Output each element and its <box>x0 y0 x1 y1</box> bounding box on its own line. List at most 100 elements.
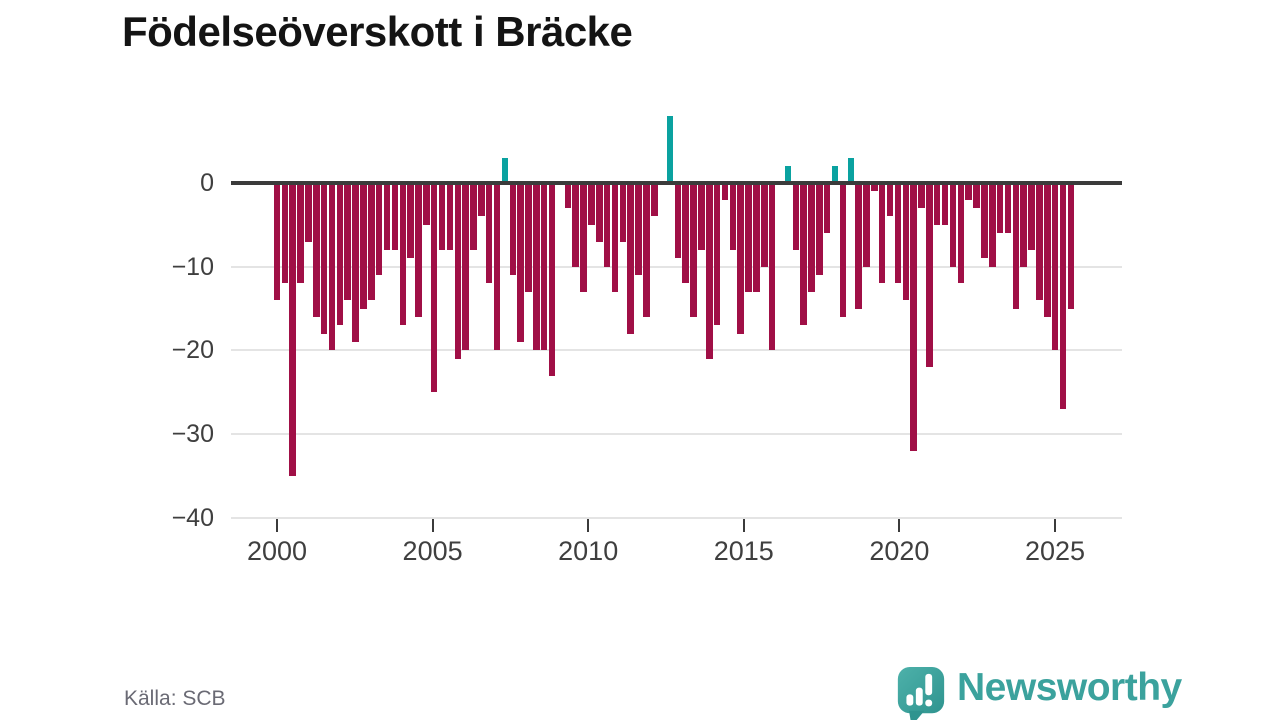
bar-2017q1 <box>808 183 815 292</box>
bar-2015q2 <box>753 183 760 292</box>
bar-2012q1 <box>651 183 658 217</box>
x-axis-tick-label: 2005 <box>402 536 463 566</box>
bar-2019q4 <box>894 183 902 284</box>
bar-2023q1 <box>996 183 1004 234</box>
bar-2012q3 <box>666 116 674 183</box>
y-axis-tick-label: −20 <box>171 336 214 365</box>
newsworthy-logo-text: Newsworthy <box>957 666 1182 709</box>
bar-2021q3 <box>949 183 957 267</box>
bar-2004q3 <box>415 183 422 317</box>
bar-2020q4 <box>926 183 933 368</box>
bar-2016q3 <box>792 183 799 250</box>
bar-2010q2 <box>596 183 603 242</box>
gridline--10 <box>231 265 1122 268</box>
bar-2007q4 <box>517 183 524 343</box>
bar-2005q4 <box>454 183 462 359</box>
bar-2008q4 <box>548 183 556 376</box>
bar-2001q3 <box>320 183 328 334</box>
bar-2024q2 <box>1036 183 1043 301</box>
bar-2002q3 <box>352 183 359 343</box>
bar-2006q4 <box>485 183 493 284</box>
bar-2013q3 <box>698 183 705 250</box>
bar-2018q1 <box>839 183 847 317</box>
bar-2003q3 <box>383 183 391 250</box>
gridline--40 <box>231 516 1122 519</box>
newsworthy-logo[interactable]: Newsworthy <box>897 666 1182 720</box>
bar-2001q4 <box>328 183 336 351</box>
bar-2015q3 <box>761 183 768 267</box>
bar-2009q4 <box>580 183 587 292</box>
y-axis-tick-label: −40 <box>171 503 214 532</box>
bar-2014q3 <box>729 183 737 250</box>
bar-2024q1 <box>1028 183 1035 250</box>
bar-2001q2 <box>313 183 320 317</box>
x-axis-tick-label: 2020 <box>869 536 930 566</box>
bar-2001q1 <box>305 183 312 242</box>
bar-2020q3 <box>918 183 925 209</box>
bar-2024q3 <box>1044 183 1051 317</box>
newsworthy-logo-icon <box>897 667 945 720</box>
bar-2000q1 <box>273 183 281 301</box>
bar-2024q4 <box>1051 183 1059 351</box>
bar-2010q3 <box>603 183 611 267</box>
source-note: Källa: SCB <box>124 687 226 710</box>
bar-2020q2 <box>910 183 917 451</box>
bar-2006q3 <box>478 183 485 217</box>
bar-2015q1 <box>745 183 752 292</box>
bar-2010q1 <box>588 183 595 225</box>
bar-2014q4 <box>737 183 744 334</box>
bar-2010q4 <box>611 183 619 292</box>
bar-2005q3 <box>446 183 454 250</box>
bar-2000q3 <box>289 183 296 476</box>
bar-2007q1 <box>493 183 501 351</box>
bar-2009q3 <box>572 183 579 267</box>
bar-2003q4 <box>391 183 399 250</box>
x-axis-tick-2010 <box>587 519 590 532</box>
bar-2005q1 <box>430 183 438 393</box>
bar-2008q1 <box>525 183 532 292</box>
chart-title: Födelseöverskott i Bräcke <box>122 8 633 55</box>
bar-2008q3 <box>540 183 548 351</box>
x-axis-tick-label: 2000 <box>246 536 308 566</box>
bar-2025q2 <box>1067 183 1075 309</box>
bar-2018q2 <box>847 157 855 183</box>
bar-2023q3 <box>1012 183 1020 309</box>
bar-2021q4 <box>957 183 965 284</box>
bar-2011q2 <box>627 183 634 334</box>
y-axis-tick-label: 0 <box>200 169 214 197</box>
bar-2011q3 <box>635 183 642 276</box>
bar-2018q4 <box>863 183 870 267</box>
bar-2002q2 <box>344 183 351 301</box>
bar-2011q1 <box>619 183 627 242</box>
bar-2019q1 <box>871 183 878 192</box>
bar-2025q1 <box>1059 183 1067 409</box>
bar-2000q4 <box>297 183 304 284</box>
bar-2006q2 <box>470 183 477 250</box>
bar-2020q1 <box>902 183 910 301</box>
bar-2007q2 <box>501 157 509 183</box>
bar-2021q2 <box>941 183 949 225</box>
bar-2013q2 <box>690 183 697 317</box>
bar-2004q1 <box>399 183 406 326</box>
bar-2014q1 <box>713 183 721 326</box>
x-axis-tick-2020 <box>898 519 901 532</box>
bar-2004q2 <box>407 183 414 259</box>
bar-2022q3 <box>981 183 988 259</box>
x-axis-tick-2025 <box>1054 519 1056 532</box>
x-axis-tick-label: 2015 <box>713 536 774 566</box>
x-axis-tick-2000 <box>276 519 278 532</box>
bar-2016q2 <box>784 166 792 183</box>
bar-2022q2 <box>973 183 980 209</box>
x-axis-zero-line <box>231 181 1122 185</box>
bar-2017q3 <box>823 183 831 234</box>
bar-2018q3 <box>855 183 862 309</box>
bar-2023q4 <box>1020 183 1027 267</box>
bar-2003q2 <box>375 183 383 276</box>
bar-2009q2 <box>564 183 572 209</box>
x-axis-tick-2005 <box>431 519 434 532</box>
bar-2017q2 <box>816 183 823 276</box>
bar-2022q4 <box>989 183 996 267</box>
bar-2021q1 <box>933 183 941 225</box>
gridline--30 <box>231 433 1122 436</box>
bar-2006q1 <box>462 183 469 351</box>
